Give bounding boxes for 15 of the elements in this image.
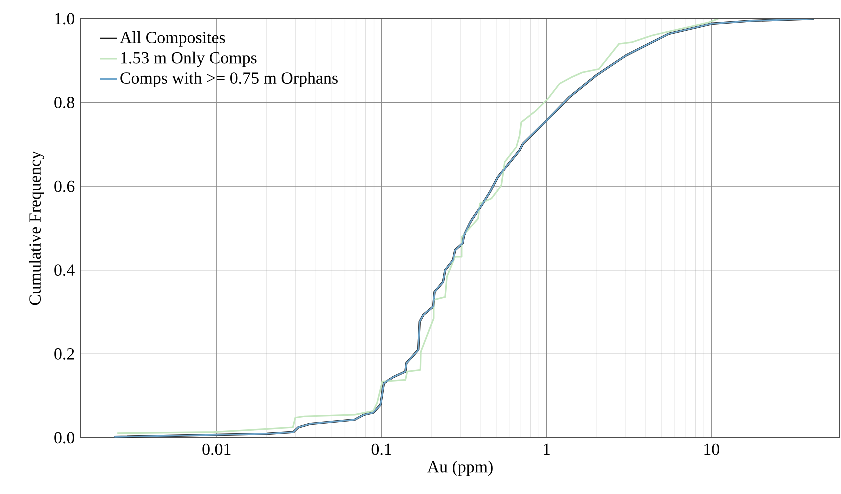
y-tick-label: 0.6 <box>54 180 75 192</box>
y-tick-label: 0.0 <box>54 432 75 444</box>
legend-label: 1.53 m Only Comps <box>121 52 257 68</box>
y-axis-title: Cumulative Frequency <box>29 151 44 306</box>
legend-label: Comps with >= 0.75 m Orphans <box>120 72 338 88</box>
y-tick-label: 0.4 <box>54 264 75 276</box>
y-tick-label: 1.0 <box>55 13 75 25</box>
x-tick-label: 10 <box>704 444 720 456</box>
legend-label: All Composites <box>120 32 226 47</box>
x-tick-label: 0.1 <box>372 444 392 456</box>
x-axis-title: Au (ppm) <box>428 460 493 476</box>
x-tick-label: 0.01 <box>202 444 231 456</box>
y-tick-label: 0.2 <box>54 348 74 360</box>
y-tick-label: 0.8 <box>54 97 75 109</box>
x-tick-label: 1 <box>544 444 550 456</box>
